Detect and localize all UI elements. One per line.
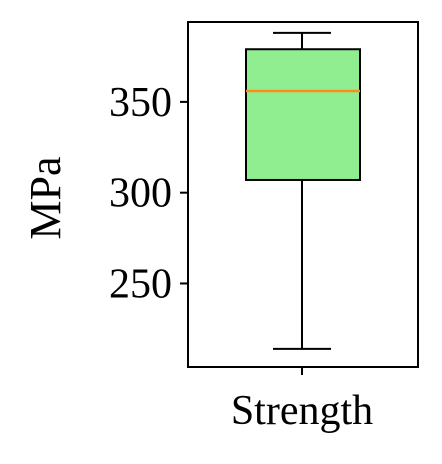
y-tick-label-2: 350 [109,80,172,126]
x-tick-label-0: Strength [231,388,373,434]
y-axis-label: MPa [21,156,70,239]
y-tick-label-0: 250 [109,261,172,307]
box-iqr [245,48,361,181]
box-layer [245,31,361,350]
ticks-layer: 250 300 350 Strength [109,80,373,434]
y-tick-label-1: 300 [109,171,172,217]
